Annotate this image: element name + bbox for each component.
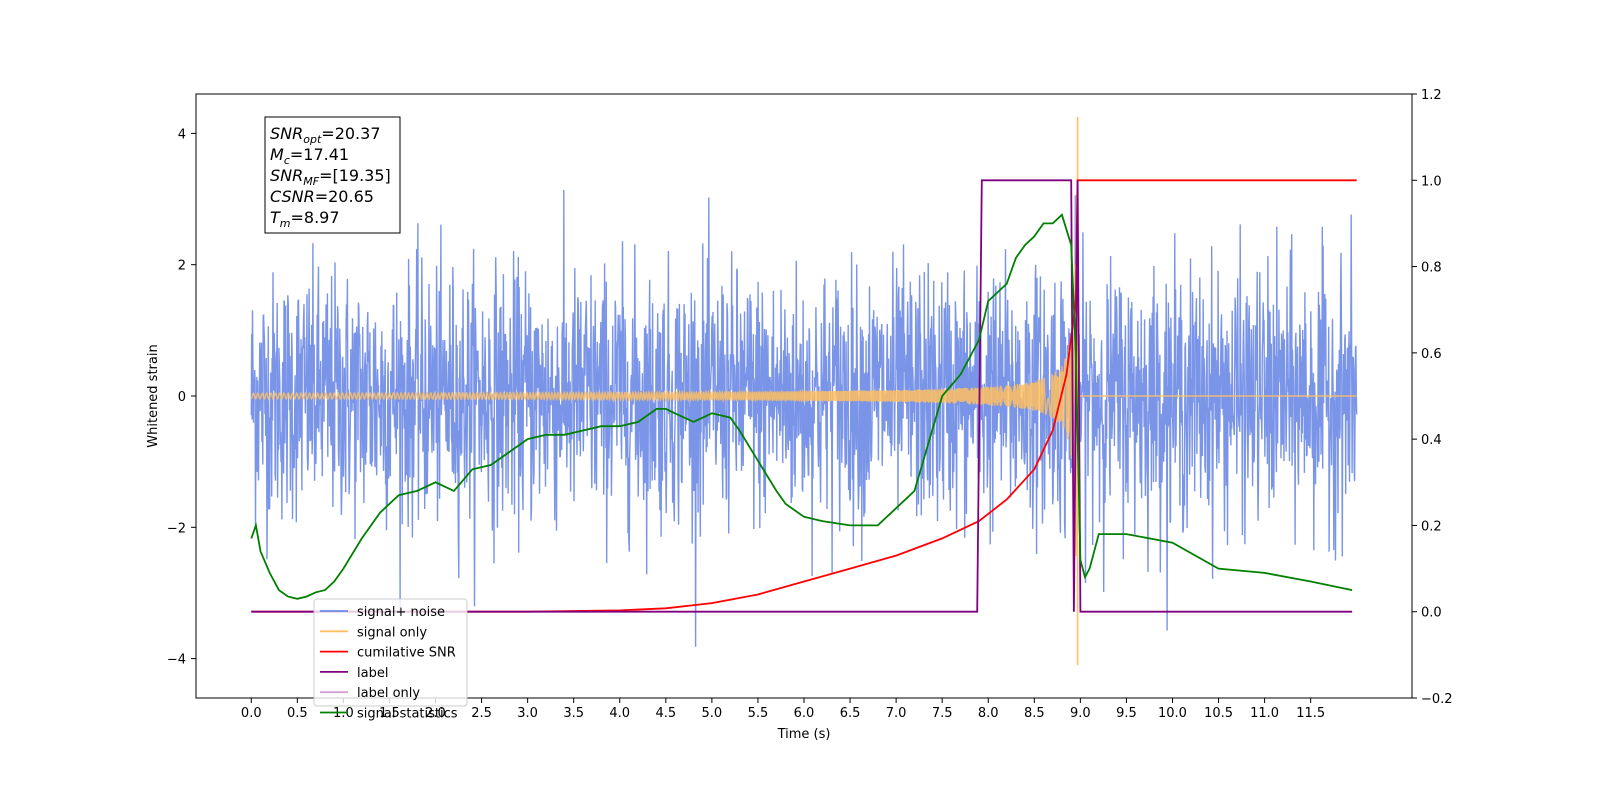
signal-noise-series	[250, 189, 1358, 647]
x-tick-label: 10.5	[1204, 706, 1233, 721]
x-tick-label: 5.5	[748, 706, 769, 721]
line-series-group	[250, 179, 1357, 613]
signal-statistics-line	[250, 213, 1353, 600]
y2-tick-label: 0.2	[1421, 519, 1442, 534]
annotation-line: Tm=8.97	[270, 208, 340, 230]
y2-tick-label: −0.2	[1421, 692, 1453, 707]
legend-entry: signal+ noise	[357, 605, 445, 620]
y2-tick-label: 1.2	[1421, 88, 1442, 103]
cumilative-snr-line	[251, 179, 1357, 613]
x-tick-label: 6.0	[794, 706, 815, 721]
x-tick-label: 1.5	[379, 706, 400, 721]
x-tick-label: 3.0	[517, 706, 538, 721]
stats-annotation-box: SNRopt=20.37Mc=17.41SNRMF=[19.35]CSNR=20…	[264, 116, 401, 234]
annotation-frame	[264, 116, 401, 234]
x-tick-label: 3.5	[563, 706, 584, 721]
y-axis-left: −4 −2 0 2 4	[167, 127, 196, 668]
y2-tick-label: 0.0	[1421, 606, 1442, 621]
x-axis: 0.0 0.5 1.0 1.5 2.0 2.5 3.0 3.5 4.0 4.5 5.0 5.5 6.0 6…	[241, 698, 1325, 721]
annotation-line: SNRopt=20.37	[270, 124, 381, 146]
x-tick-label: 6.5	[840, 706, 861, 721]
y2-tick-label: 0.8	[1421, 261, 1442, 276]
annotation-line: Mc=17.41	[270, 145, 349, 167]
y2-tick-label: 1.0	[1421, 174, 1442, 189]
x-tick-label: 9.0	[1070, 706, 1091, 721]
signal-noise-line	[250, 189, 1358, 647]
x-tick-label: 9.5	[1116, 706, 1137, 721]
signal-only-line	[250, 194, 1357, 556]
x-tick-label: 0.5	[287, 706, 308, 721]
legend-entry: label only	[357, 686, 420, 701]
legend-entry: signal only	[357, 625, 427, 640]
legend-entry: label	[357, 666, 388, 681]
x-tick-label: 11.0	[1250, 706, 1279, 721]
x-tick-label: 7.5	[932, 706, 953, 721]
legend-frame	[313, 598, 468, 707]
x-tick-label: 8.0	[978, 706, 999, 721]
x-tick-label: 11.5	[1296, 706, 1325, 721]
x-tick-label: 1.0	[333, 706, 354, 721]
y-axis-label: Whitened strain	[146, 344, 161, 447]
y-tick-label: −4	[167, 653, 186, 668]
x-tick-label: 8.5	[1024, 706, 1045, 721]
x-tick-label: 4.5	[655, 706, 676, 721]
y-tick-label: 4	[178, 127, 186, 142]
x-tick-label: 5.0	[702, 706, 723, 721]
y-tick-label: 2	[178, 259, 186, 274]
legend: signal+ noise signal only cumilative SNR la…	[313, 598, 468, 722]
annotation-line: SNRMF=[19.35]	[270, 166, 391, 188]
x-tick-label: 2.0	[425, 706, 446, 721]
y-tick-label: −2	[167, 521, 186, 536]
x-tick-label: 0.0	[241, 706, 262, 721]
y-axis-right: −0.2 0.0 0.2 0.4 0.6 0.8 1.0 1.2	[1412, 88, 1453, 707]
x-tick-label: 10.0	[1158, 706, 1187, 721]
legend-entry: signal statistics	[357, 707, 458, 722]
x-tick-label: 7.0	[886, 706, 907, 721]
y-tick-label: 0	[178, 390, 186, 405]
legend-entry: cumilative SNR	[357, 646, 456, 661]
x-axis-label: Time (s)	[777, 727, 831, 742]
y2-tick-label: 0.4	[1421, 433, 1442, 448]
annotation-line: CSNR=20.65	[270, 187, 374, 206]
x-tick-label: 4.0	[609, 706, 630, 721]
x-tick-label: 2.5	[471, 706, 492, 721]
y2-tick-label: 0.6	[1421, 347, 1442, 362]
